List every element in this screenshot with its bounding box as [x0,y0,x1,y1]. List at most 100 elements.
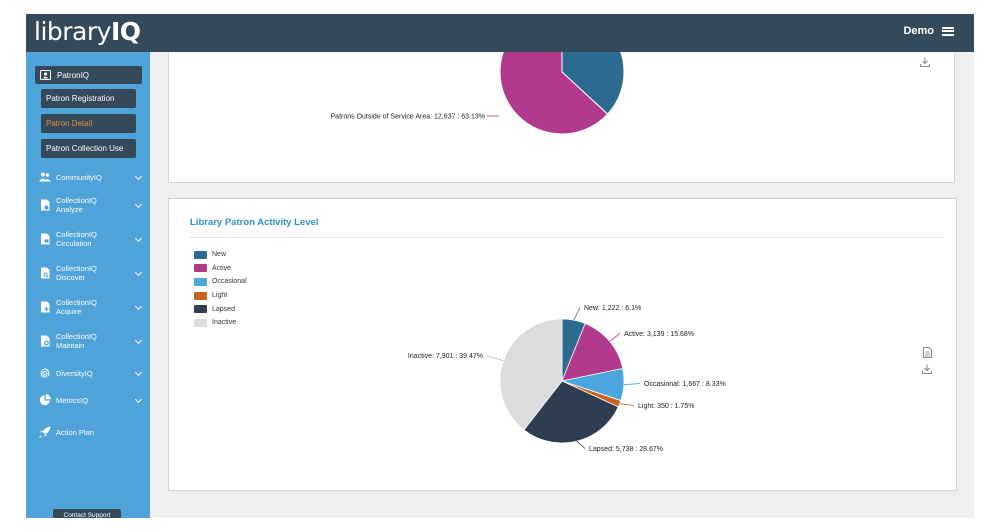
sidebar: PatronIQ Patron Registration Patron Deta… [26,52,150,518]
sidebar-item-collectioniq-discover[interactable]: CollectionIQ Discover [39,264,144,282]
legend-item-new[interactable]: New [194,248,247,262]
legend-label: Inactive [212,319,237,327]
patron-activity-level-card: Library Patron Activity Level New Active O… [168,198,957,491]
pie-label-connector [576,440,586,449]
rocket-icon [39,426,51,438]
chevron-down-icon [134,302,143,310]
sidebar-item-label-line1: CollectionIQ [56,264,97,273]
pie-slice-other[interactable] [561,52,625,115]
legend-label: New [212,251,227,259]
legend-label: Active [212,264,232,272]
patron-id-card-icon [40,70,51,80]
logo-text-library: library [34,17,111,46]
sidebar-section-label: PatronIQ [57,70,90,80]
logo-text-iq: IQ [110,17,141,46]
legend-label: Lapsed [212,305,235,313]
legend-item-inactive[interactable]: Inactive [194,316,247,330]
download-icon [922,364,932,374]
fingerprint-icon [40,368,50,378]
sidebar-item-diversityiq[interactable]: DiversityIQ [39,367,144,379]
pie-slice-inactive[interactable] [499,318,563,431]
sidebar-item-collectioniq-analyze[interactable]: CollectionIQ Analyze [39,196,144,214]
chevron-down-icon [134,368,143,376]
sidebar-item-label-line2: Maintain [56,341,85,350]
app-window: libraryIQ Demo PatronIQ Patron Registrat… [26,14,974,518]
pie-slice-lapsed[interactable] [523,380,619,444]
title-divider [190,237,944,238]
download-button[interactable] [922,361,932,379]
download-button[interactable] [920,54,930,72]
activity-level-pie-chart: New: 1,222 : 6.1% Active: 3,139 : 15.68% O… [408,305,726,453]
legend-label: Occasional [212,278,247,286]
pie-slice-active[interactable] [561,322,624,382]
legend-item-occasional[interactable]: Occasional [194,275,247,289]
legend-swatch [194,250,207,259]
legend-swatch [194,277,207,286]
document-search-icon [41,267,50,279]
chevron-down-icon [134,336,143,344]
sidebar-item-action-plan[interactable]: Action Plan [39,426,144,438]
sidebar-item-label-line2: Analyze [56,205,83,214]
sidebar-subitem-patron-registration[interactable]: Patron Registration [41,89,136,108]
sidebar-item-label-line2: Circulation [56,239,92,248]
chevron-down-icon [134,234,143,242]
sidebar-item-label-line2: Acquire [56,307,82,316]
sidebar-item-collectioniq-maintain[interactable]: CollectionIQ Maintain [39,332,144,350]
document-icon [923,347,932,358]
contact-support-button[interactable]: Contact Support [53,509,121,518]
legend-swatch [194,291,207,300]
pie-label-active: Active: 3,139 : 15.68% [624,331,694,338]
view-data-table-button[interactable] [923,345,932,363]
service-area-pie-chart: Patrons Outside of Service Area: 12,637 … [331,52,625,135]
document-plus-icon [41,301,50,313]
pie-label-lapsed: Lapsed: 5,738 : 28.67% [589,446,663,453]
pie-label-inactive: Inactive: 7,901 : 39.47% [408,353,483,360]
sidebar-item-metricsiq[interactable]: MetricsIQ [39,394,144,406]
hamburger-menu-icon [942,26,954,36]
legend-item-lapsed[interactable]: Lapsed [194,302,247,316]
sidebar-section-patroniq[interactable]: PatronIQ [35,66,142,84]
pie-slice-outside-service-area[interactable] [499,52,609,135]
sidebar-item-collectioniq-circulation[interactable]: CollectionIQ Circulation [39,230,144,248]
pie-label-new: New: 1,222 : 6.1% [584,305,641,312]
sidebar-item-diversityiq-label: DiversityIQ [56,368,93,378]
sidebar-subitem-patron-detail[interactable]: Patron Detail [41,114,136,133]
user-label: Demo [903,25,934,37]
document-icon [41,233,50,245]
pie-label-connector [573,307,581,321]
chevron-down-icon [134,200,143,208]
pie-label-outside-service-area: Patrons Outside of Service Area: 12,637 … [331,114,485,121]
user-menu-button[interactable]: Demo [903,25,954,37]
sidebar-item-label-line1: CollectionIQ [56,332,97,341]
legend-label: Light [212,292,228,300]
pie-label-connector [486,355,504,362]
chevron-down-icon [134,395,143,403]
sidebar-item-action-plan-label: Action Plan [56,427,94,437]
sidebar-item-metricsiq-label: MetricsIQ [56,395,89,405]
pie-label-connector [609,333,621,342]
top-bar: libraryIQ Demo [26,14,974,52]
legend-item-light[interactable]: Light [194,289,247,303]
pie-label-occasional: Occasional: 1,667 : 8.33% [644,381,726,388]
pie-label-light: Light: 350 : 1.75% [638,403,694,410]
pie-label-connector [623,383,641,386]
app-logo[interactable]: libraryIQ [34,17,141,46]
sidebar-item-label-line1: CollectionIQ [56,298,97,307]
legend-item-active[interactable]: Active [194,262,247,276]
chevron-down-icon [134,268,143,276]
patron-service-area-card: Patrons Outside of Service Area: 12,637 … [168,52,955,183]
document-icon [41,199,50,211]
sidebar-item-collectioniq-acquire[interactable]: CollectionIQ Acquire [39,298,144,316]
sidebar-item-communityiq[interactable]: CommunityIQ [39,171,144,183]
document-gear-icon [41,335,50,347]
sidebar-item-label-line1: CollectionIQ [56,230,97,239]
download-icon [920,57,930,67]
chart-legend: New Active Occasional Light Lapsed Inactive [194,248,247,330]
sidebar-subitem-patron-collection-use[interactable]: Patron Collection Use [41,139,136,158]
pie-chart-icon [39,394,51,406]
chevron-down-icon [134,172,143,180]
sidebar-item-label-line1: CollectionIQ [56,196,97,205]
legend-swatch [194,318,207,327]
legend-swatch [194,305,207,314]
sidebar-item-label-line2: Discover [56,273,86,282]
